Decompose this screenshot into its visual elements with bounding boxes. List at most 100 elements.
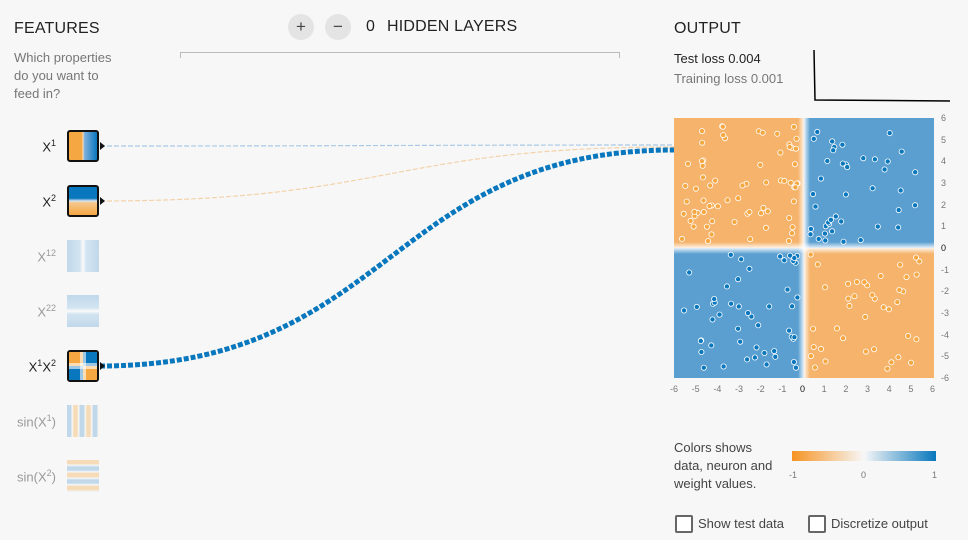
data-point [698,158,705,165]
data-point [790,123,797,130]
feature-x1-squared-node[interactable] [67,240,99,272]
data-point [838,218,845,225]
data-point [706,203,713,210]
data-point [897,261,904,268]
feature-x1x2-node[interactable] [67,350,99,382]
data-point [781,257,788,264]
feature-x2-node[interactable] [67,185,99,217]
data-point [759,129,766,136]
data-point [845,280,852,287]
x-tick-label: 6 [930,384,936,394]
remove-layer-button[interactable]: − [325,14,351,40]
data-point [792,184,799,191]
data-point [763,224,770,231]
feature-sin-x2-node[interactable] [67,460,99,492]
data-point [871,156,878,163]
x2-output-arrow [100,197,105,205]
data-point [699,174,706,181]
data-point [771,348,778,355]
data-point [857,237,864,244]
data-point [738,256,745,263]
data-point [692,185,699,192]
feature-x1-node[interactable] [67,130,99,162]
link-x1-output[interactable] [99,144,675,147]
data-point [789,230,796,237]
x-tick-label: 4 [886,384,892,394]
output-heatmap[interactable] [674,118,934,378]
data-point [784,286,791,293]
layer-count: 0 [366,18,376,35]
data-point [716,311,723,318]
data-point [764,208,771,215]
add-layer-button[interactable]: + [288,14,314,40]
data-point [818,345,825,352]
data-point [822,358,829,365]
feature-label-x2: X2 [42,193,56,210]
data-point [700,364,707,371]
data-point [786,327,793,334]
link-x1x2-output[interactable] [99,147,675,369]
data-point [885,306,892,313]
data-point [913,271,920,278]
data-point [757,161,764,168]
data-point [869,185,876,192]
data-point [748,313,755,320]
data-point [698,348,705,355]
data-point [774,130,781,137]
x-tick-label: 3 [865,384,871,394]
y-tick-label: 2 [941,199,947,210]
data-point [744,356,751,363]
data-point [814,128,821,135]
x-tick-label: 2 [843,384,849,394]
discretize-output-checkbox[interactable] [808,515,826,533]
data-point [877,272,884,279]
color-scale-max: 1 [932,470,938,480]
data-point [895,207,902,214]
data-point [884,158,891,165]
data-point [698,128,705,135]
data-point [862,348,869,355]
features-subtitle: Which properties do you want to feed in? [14,50,112,101]
data-point [691,208,698,215]
data-point [719,123,726,130]
data-point [913,336,920,343]
data-point [790,198,797,205]
data-point [751,354,758,361]
data-point [690,223,697,230]
data-point [840,238,847,245]
x-tick-label: -2 [756,384,765,394]
data-point [880,304,887,311]
y-tick-label: -2 [941,286,950,297]
data-point [709,218,716,225]
data-point [791,254,798,261]
data-point [727,251,734,258]
data-point [714,203,721,210]
link-x2-output[interactable] [99,146,675,202]
feature-x2-squared-node[interactable] [67,295,99,327]
data-point [817,175,824,182]
hidden-layers-label: HIDDEN LAYERS [387,18,518,35]
data-point [711,295,718,302]
x-tick-label: -5 [691,384,700,394]
color-scale-min: -1 [789,470,798,480]
data-point [833,325,840,332]
y-tick-label: 1 [941,221,947,232]
feature-sin-x1-node[interactable] [67,405,99,437]
data-point [755,322,762,329]
show-test-data-label[interactable]: Show test data [698,516,784,531]
x-tick-label: 5 [908,384,914,394]
data-point [697,337,704,344]
data-point [766,303,773,310]
x-tick-label: -4 [713,384,722,394]
data-point [851,293,858,300]
data-point [809,191,816,198]
data-point [869,292,876,299]
data-point [746,265,753,272]
data-point [822,284,829,291]
data-point [824,158,831,165]
feature-label-x1x2: X1X2 [28,358,56,375]
discretize-output-label[interactable]: Discretize output [831,516,928,531]
show-test-data-checkbox[interactable] [675,515,693,533]
data-point [896,286,903,293]
